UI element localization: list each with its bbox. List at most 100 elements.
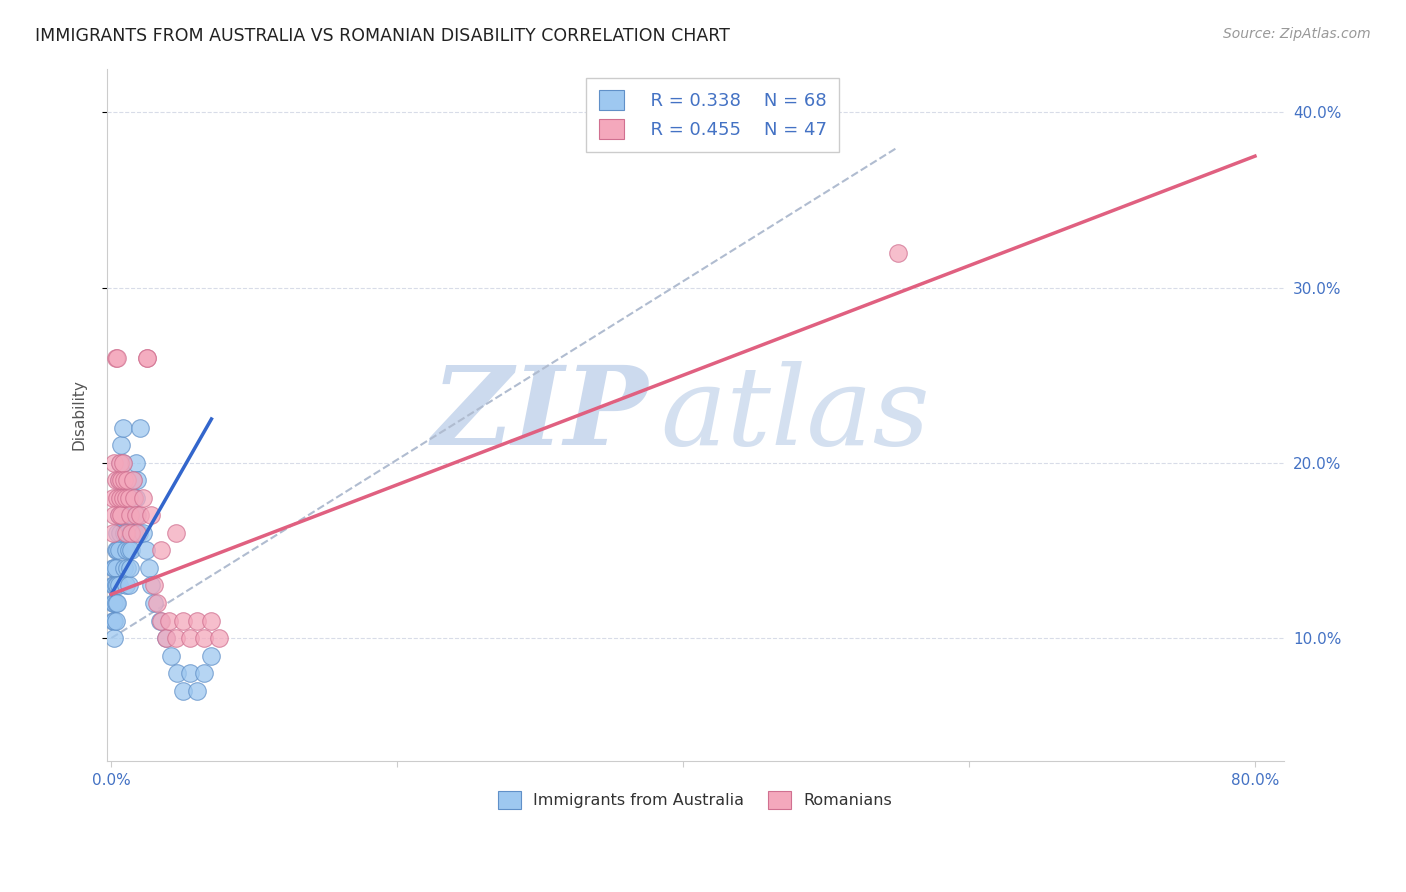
Text: Source: ZipAtlas.com: Source: ZipAtlas.com — [1223, 27, 1371, 41]
Point — [127, 473, 149, 487]
Point — [105, 596, 128, 610]
Point — [101, 578, 124, 592]
Point — [112, 473, 135, 487]
Point — [179, 666, 201, 681]
Point — [103, 508, 125, 523]
Point — [104, 614, 127, 628]
Point — [200, 614, 222, 628]
Point — [114, 543, 136, 558]
Point — [127, 508, 149, 523]
Point — [101, 561, 124, 575]
Point — [103, 614, 125, 628]
Point — [166, 666, 188, 681]
Point — [129, 508, 152, 523]
Point — [117, 491, 139, 505]
Point — [115, 473, 138, 487]
Point — [111, 491, 134, 505]
Point — [103, 631, 125, 645]
Point — [104, 596, 127, 610]
Point — [105, 491, 128, 505]
Point — [200, 648, 222, 663]
Point — [105, 543, 128, 558]
Point — [136, 351, 159, 365]
Point — [121, 473, 143, 487]
Point — [108, 491, 131, 505]
Point — [138, 561, 160, 575]
Point — [114, 578, 136, 592]
Text: ZIP: ZIP — [432, 361, 648, 468]
Legend: Immigrants from Australia, Romanians: Immigrants from Australia, Romanians — [492, 785, 898, 815]
Point — [121, 473, 143, 487]
Point — [105, 351, 128, 365]
Point — [110, 508, 132, 523]
Point — [118, 561, 141, 575]
Point — [193, 631, 215, 645]
Point — [104, 543, 127, 558]
Point — [118, 508, 141, 523]
Point — [157, 614, 180, 628]
Point — [108, 456, 131, 470]
Point — [111, 456, 134, 470]
Point — [143, 596, 166, 610]
Point — [108, 491, 131, 505]
Point — [118, 525, 141, 540]
Point — [165, 525, 187, 540]
Point — [114, 508, 136, 523]
Point — [104, 351, 127, 365]
Point — [101, 491, 124, 505]
Point — [101, 596, 124, 610]
Point — [115, 525, 138, 540]
Point — [122, 491, 145, 505]
Point — [112, 525, 135, 540]
Point — [150, 614, 173, 628]
Point — [117, 543, 139, 558]
Point — [141, 508, 163, 523]
Point — [207, 631, 229, 645]
Point — [143, 578, 166, 592]
Point — [160, 648, 183, 663]
Point — [103, 456, 125, 470]
Point — [146, 596, 169, 610]
Point — [103, 578, 125, 592]
Point — [104, 578, 127, 592]
Point — [104, 561, 127, 575]
Point — [104, 473, 127, 487]
Point — [172, 614, 194, 628]
Point — [105, 525, 128, 540]
Point — [129, 421, 152, 435]
Point — [110, 508, 132, 523]
Point — [172, 683, 194, 698]
Point — [110, 473, 132, 487]
Point — [101, 614, 124, 628]
Point — [103, 596, 125, 610]
Point — [107, 543, 129, 558]
Point — [136, 351, 159, 365]
Point — [122, 525, 145, 540]
Point — [886, 245, 908, 260]
Point — [103, 561, 125, 575]
Point — [141, 578, 163, 592]
Point — [124, 508, 146, 523]
Point — [121, 508, 143, 523]
Point — [120, 525, 142, 540]
Text: IMMIGRANTS FROM AUSTRALIA VS ROMANIAN DISABILITY CORRELATION CHART: IMMIGRANTS FROM AUSTRALIA VS ROMANIAN DI… — [35, 27, 730, 45]
Point — [111, 491, 134, 505]
Point — [150, 543, 173, 558]
Point — [107, 578, 129, 592]
Point — [132, 525, 155, 540]
Point — [124, 456, 146, 470]
Point — [111, 456, 134, 470]
Point — [110, 438, 132, 452]
Point — [108, 525, 131, 540]
Point — [112, 491, 135, 505]
Point — [124, 491, 146, 505]
Point — [165, 631, 187, 645]
Point — [193, 666, 215, 681]
Text: atlas: atlas — [659, 361, 929, 468]
Point — [122, 491, 145, 505]
Point — [117, 578, 139, 592]
Point — [155, 631, 177, 645]
Point — [108, 456, 131, 470]
Point — [107, 473, 129, 487]
Point — [128, 525, 150, 540]
